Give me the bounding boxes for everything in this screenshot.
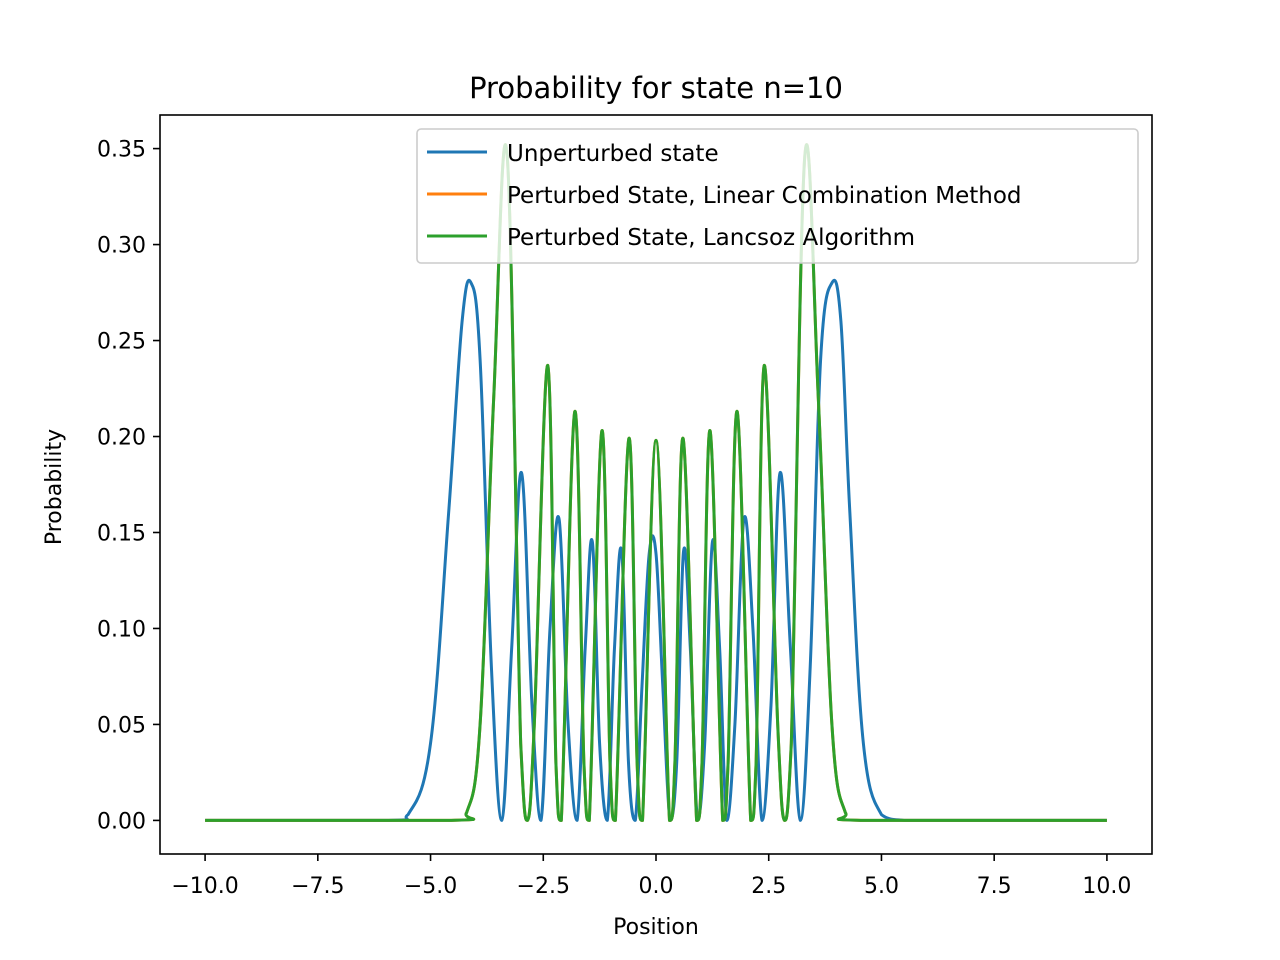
legend-label-2: Perturbed State, Lancsoz Algorithm <box>507 225 915 251</box>
x-tick-label-7: 7.5 <box>977 874 1012 899</box>
y-tick-label-6: 0.30 <box>97 234 146 259</box>
x-tick-label-0: −10.0 <box>171 874 238 899</box>
y-tick-label-1: 0.05 <box>97 713 146 738</box>
legend-label-0: Unperturbed state <box>507 141 719 167</box>
chart-title: Probability for state n=10 <box>469 71 843 105</box>
y-tick-label-0: 0.00 <box>97 809 146 834</box>
x-axis-label: Position <box>613 915 699 940</box>
y-tick-label-7: 0.35 <box>97 138 146 163</box>
legend-label-1: Perturbed State, Linear Combination Meth… <box>507 183 1022 209</box>
y-tick-label-5: 0.25 <box>97 330 146 355</box>
x-tick-label-4: 0.0 <box>639 874 674 899</box>
x-tick-label-2: −5.0 <box>404 874 457 899</box>
series-group <box>205 143 1107 822</box>
x-tick-label-5: 2.5 <box>751 874 786 899</box>
x-tick-label-6: 5.0 <box>864 874 899 899</box>
y-axis-label: Probability <box>42 429 67 545</box>
series-line-0 <box>205 278 1107 822</box>
y-tick-label-2: 0.10 <box>97 617 146 642</box>
series-line-2 <box>205 143 1107 822</box>
y-tick-label-3: 0.15 <box>97 521 146 546</box>
y-tick-label-4: 0.20 <box>97 426 146 451</box>
x-tick-label-8: 10.0 <box>1082 874 1131 899</box>
x-tick-label-3: −2.5 <box>517 874 570 899</box>
legend-box <box>416 128 1139 264</box>
x-tick-label-1: −7.5 <box>291 874 344 899</box>
plot-area: −10.0 −7.5 −5.0 −2.5 0.0 2.5 5.0 7.5 10.0 0.00 0.0… <box>97 114 1153 899</box>
legend: Unperturbed state Perturbed State, Linear… <box>416 128 1139 264</box>
